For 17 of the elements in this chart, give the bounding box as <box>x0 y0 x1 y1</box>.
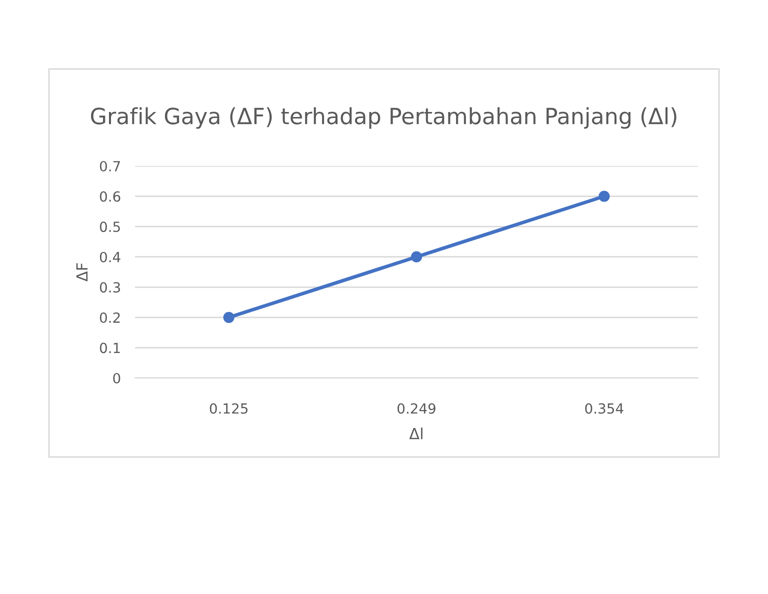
y-tick-label: 0.2 <box>100 312 120 323</box>
point <box>410 251 422 262</box>
y-tick-label: 0.6 <box>100 191 120 202</box>
y-tick-label: 0 <box>113 372 120 384</box>
y-tick-label: 0.4 <box>100 252 120 262</box>
point <box>598 190 610 202</box>
y-tick-label: 0.7 <box>100 160 120 172</box>
y-tick-label: 0.5 <box>100 222 120 232</box>
x-axis-title: Δl <box>409 428 422 440</box>
y-tick-label: 0.3 <box>100 282 120 293</box>
y-axis-title: ΔF <box>76 263 88 282</box>
chart-title: Grafik Gaya (ΔF) terhadap Pertambahan Panjang (Δl) <box>91 107 676 129</box>
point <box>223 312 234 323</box>
x-tick-label: 0.249 <box>398 403 436 414</box>
x-tick-label: 0.125 <box>210 403 248 414</box>
x-tick-label: 0.354 <box>585 403 624 414</box>
y-tick-label: 0.1 <box>100 342 120 354</box>
